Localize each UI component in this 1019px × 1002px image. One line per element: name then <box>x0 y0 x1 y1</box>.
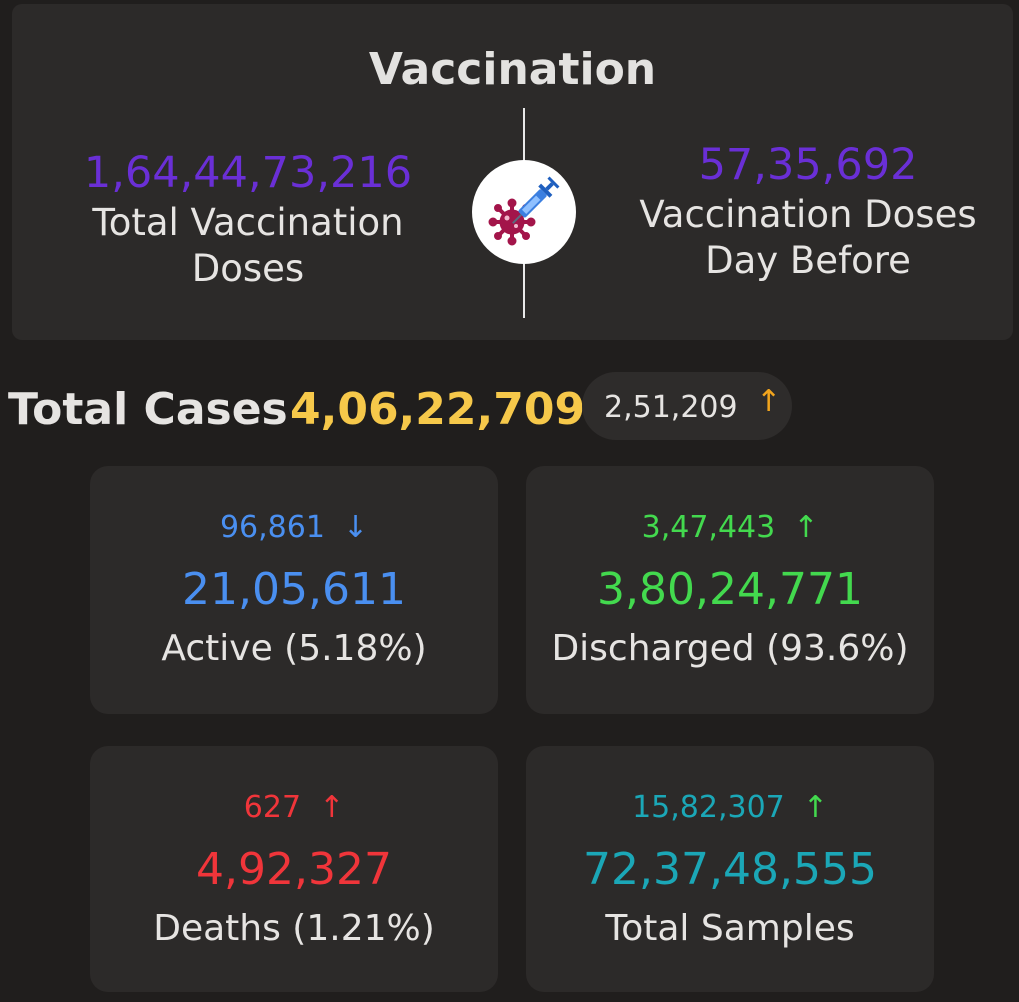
active-cases-delta-value: 96,861 <box>219 510 325 545</box>
total-cases-delta-value: 2,51,209 <box>604 390 738 425</box>
total-cases-label: Total Cases <box>8 384 288 435</box>
deaths-card[interactable]: 627 ↑ 4,92,327 Deaths (1.21%) <box>90 746 498 992</box>
total-samples-label: Total Samples <box>605 908 855 949</box>
arrow-up-icon: ↑ <box>802 790 828 825</box>
arrow-up-icon: ↑ <box>756 384 782 419</box>
active-cases-card[interactable]: 96,861 ↓ 21,05,611 Active (5.18%) <box>90 466 498 714</box>
arrow-up-icon: ↑ <box>793 510 819 545</box>
discharged-delta: 3,47,443 ↑ <box>526 510 934 545</box>
total-vaccination-doses: 1,64,44,73,216 Total Vaccination Doses <box>74 146 422 292</box>
vaccination-doses-day-before-label: Vaccination Doses Day Before <box>639 193 977 282</box>
discharged-delta-value: 3,47,443 <box>641 510 776 545</box>
total-samples-delta-value: 15,82,307 <box>632 790 785 825</box>
total-cases-value: 4,06,22,709 <box>290 384 586 435</box>
total-cases-delta-badge: 2,51,209 ↑ <box>582 372 792 440</box>
active-cases-delta: 96,861 ↓ <box>90 510 498 545</box>
total-vaccination-doses-label: Total Vaccination Doses <box>92 201 404 290</box>
vaccination-title: Vaccination <box>368 44 657 95</box>
vaccination-card: Vaccination 1,64,44,73,216 Total Vaccina… <box>12 4 1013 340</box>
vaccine-syringe-virus-icon <box>472 160 576 264</box>
deaths-delta: 627 ↑ <box>90 790 498 825</box>
total-samples-value: 72,37,48,555 <box>583 844 877 895</box>
discharged-value: 3,80,24,771 <box>597 564 863 615</box>
arrow-up-icon: ↑ <box>319 790 345 825</box>
discharged-label: Discharged (93.6%) <box>551 628 909 669</box>
total-samples-card[interactable]: 15,82,307 ↑ 72,37,48,555 Total Samples <box>526 746 934 992</box>
active-cases-value: 21,05,611 <box>182 564 406 615</box>
total-samples-delta: 15,82,307 ↑ <box>526 790 934 825</box>
deaths-value: 4,92,327 <box>196 844 392 895</box>
active-cases-label: Active (5.18%) <box>161 628 427 669</box>
arrow-down-icon: ↓ <box>342 510 369 545</box>
discharged-card[interactable]: 3,47,443 ↑ 3,80,24,771 Discharged (93.6%) <box>526 466 934 714</box>
vaccination-doses-day-before-value: 57,35,692 <box>698 140 918 190</box>
vaccination-doses-day-before: 57,35,692 Vaccination Doses Day Before <box>598 138 1018 284</box>
deaths-delta-value: 627 <box>243 790 302 825</box>
deaths-label: Deaths (1.21%) <box>153 908 435 949</box>
total-vaccination-doses-value: 1,64,44,73,216 <box>83 148 413 198</box>
